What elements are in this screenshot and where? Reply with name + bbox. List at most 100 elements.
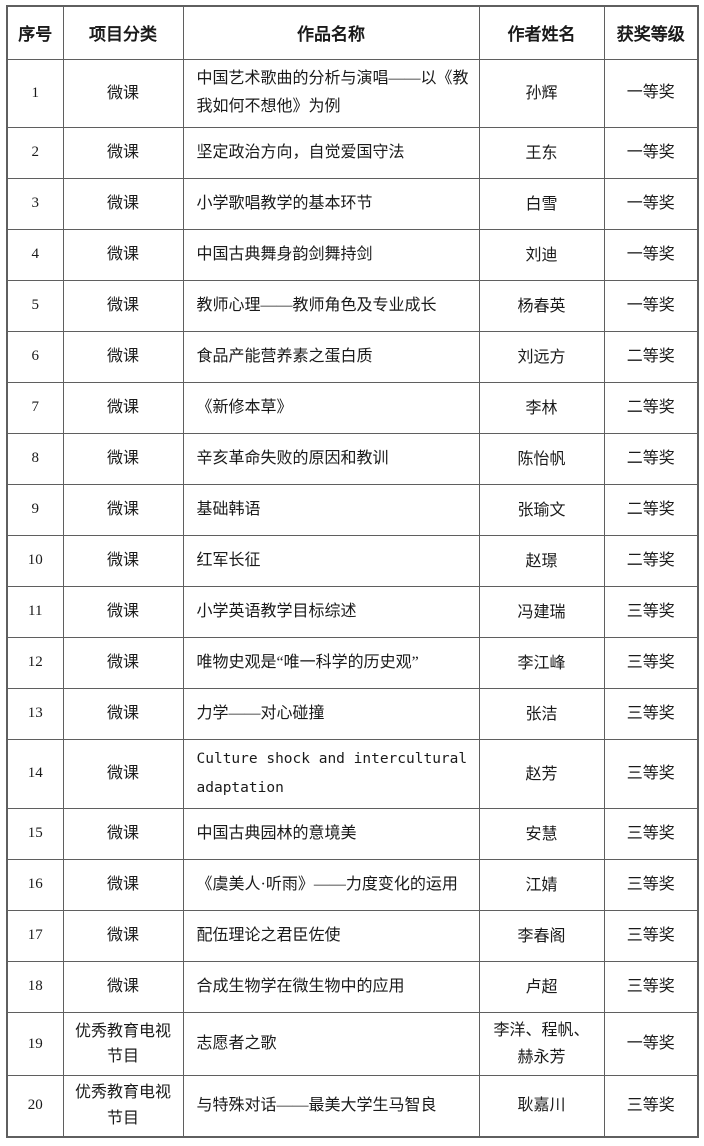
- header-cell-3: 作者姓名: [478, 5, 605, 60]
- cell-author: 耿嘉川: [478, 1075, 605, 1138]
- cell-title: 教师心理——教师角色及专业成长: [182, 280, 480, 333]
- table-body: 1 微课 中国艺术歌曲的分析与演唱——以《教我如何不想他》为例 孙辉 一等奖 2 微课 坚定政…: [6, 58, 699, 1138]
- cell-title: 坚定政治方向，自觉爱国守法: [182, 127, 480, 180]
- table-row: 18 微课 合成生物学在微生物中的应用 卢超 三等奖: [6, 961, 699, 1014]
- cell-award: 一等奖: [603, 280, 699, 333]
- table-header-row: 序号 项目分类 作品名称 作者姓名 获奖等级: [6, 5, 699, 60]
- cell-index: 1: [6, 58, 64, 129]
- cell-title: 辛亥革命失败的原因和教训: [182, 433, 480, 486]
- header-cell-0: 序号: [6, 5, 64, 60]
- cell-category: 微课: [62, 586, 184, 639]
- table-row: 11 微课 小学英语教学目标综述 冯建瑞 三等奖: [6, 586, 699, 639]
- table-row: 19 优秀教育电视节目 志愿者之歌 李洋、程帆、赫永芳 一等奖: [6, 1012, 699, 1077]
- cell-index: 2: [6, 127, 64, 180]
- cell-category: 微课: [62, 127, 184, 180]
- cell-title: 与特殊对话——最美大学生马智良: [182, 1075, 480, 1138]
- cell-category: 微课: [62, 58, 184, 129]
- cell-category: 微课: [62, 484, 184, 537]
- cell-title: 红军长征: [182, 535, 480, 588]
- cell-title: 小学歌唱教学的基本环节: [182, 178, 480, 231]
- cell-category: 微课: [62, 808, 184, 861]
- cell-author: 王东: [478, 127, 605, 180]
- cell-category: 微课: [62, 382, 184, 435]
- cell-title: 配伍理论之君臣佐使: [182, 910, 480, 963]
- cell-index: 16: [6, 859, 64, 912]
- cell-category: 微课: [62, 961, 184, 1014]
- cell-award: 二等奖: [603, 535, 699, 588]
- cell-index: 8: [6, 433, 64, 486]
- header-cell-4: 获奖等级: [603, 5, 699, 60]
- cell-author: 刘迪: [478, 229, 605, 282]
- cell-author: 江婧: [478, 859, 605, 912]
- table-row: 7 微课 《新修本草》 李林 二等奖: [6, 382, 699, 435]
- header-cell-2: 作品名称: [182, 5, 480, 60]
- table-row: 8 微课 辛亥革命失败的原因和教训 陈怡帆 二等奖: [6, 433, 699, 486]
- table-row: 16 微课 《虞美人·听雨》——力度变化的运用 江婧 三等奖: [6, 859, 699, 912]
- cell-award: 二等奖: [603, 382, 699, 435]
- cell-award: 一等奖: [603, 229, 699, 282]
- cell-title: 《虞美人·听雨》——力度变化的运用: [182, 859, 480, 912]
- cell-author: 杨春英: [478, 280, 605, 333]
- cell-award: 一等奖: [603, 1012, 699, 1077]
- cell-author: 李春阁: [478, 910, 605, 963]
- cell-author: 孙辉: [478, 58, 605, 129]
- cell-index: 20: [6, 1075, 64, 1138]
- cell-award: 三等奖: [603, 1075, 699, 1138]
- cell-index: 10: [6, 535, 64, 588]
- cell-author: 张洁: [478, 688, 605, 741]
- cell-index: 9: [6, 484, 64, 537]
- cell-award: 一等奖: [603, 58, 699, 129]
- cell-title: 力学——对心碰撞: [182, 688, 480, 741]
- cell-award: 三等奖: [603, 910, 699, 963]
- cell-category: 微课: [62, 859, 184, 912]
- cell-index: 6: [6, 331, 64, 384]
- cell-title: 志愿者之歌: [182, 1012, 480, 1077]
- cell-title: 食品产能营养素之蛋白质: [182, 331, 480, 384]
- table-row: 13 微课 力学——对心碰撞 张洁 三等奖: [6, 688, 699, 741]
- cell-award: 三等奖: [603, 739, 699, 810]
- cell-index: 7: [6, 382, 64, 435]
- cell-category: 微课: [62, 910, 184, 963]
- cell-award: 三等奖: [603, 688, 699, 741]
- cell-category: 微课: [62, 229, 184, 282]
- cell-award: 三等奖: [603, 586, 699, 639]
- cell-category: 微课: [62, 331, 184, 384]
- cell-award: 一等奖: [603, 178, 699, 231]
- cell-index: 19: [6, 1012, 64, 1077]
- cell-author: 李洋、程帆、赫永芳: [478, 1012, 605, 1077]
- cell-award: 二等奖: [603, 331, 699, 384]
- cell-author: 刘远方: [478, 331, 605, 384]
- cell-title: 小学英语教学目标综述: [182, 586, 480, 639]
- cell-category: 优秀教育电视节目: [62, 1075, 184, 1138]
- cell-index: 13: [6, 688, 64, 741]
- cell-category: 微课: [62, 535, 184, 588]
- cell-award: 二等奖: [603, 484, 699, 537]
- cell-index: 14: [6, 739, 64, 810]
- table-row: 12 微课 唯物史观是“唯一科学的历史观” 李江峰 三等奖: [6, 637, 699, 690]
- table-row: 6 微课 食品产能营养素之蛋白质 刘远方 二等奖: [6, 331, 699, 384]
- table-row: 4 微课 中国古典舞身韵剑舞持剑 刘迪 一等奖: [6, 229, 699, 282]
- table-row: 10 微课 红军长征 赵璟 二等奖: [6, 535, 699, 588]
- table-row: 1 微课 中国艺术歌曲的分析与演唱——以《教我如何不想他》为例 孙辉 一等奖: [6, 58, 699, 129]
- cell-index: 12: [6, 637, 64, 690]
- table-row: 2 微课 坚定政治方向，自觉爱国守法 王东 一等奖: [6, 127, 699, 180]
- cell-award: 一等奖: [603, 127, 699, 180]
- cell-award: 三等奖: [603, 859, 699, 912]
- cell-category: 微课: [62, 739, 184, 810]
- cell-award: 三等奖: [603, 808, 699, 861]
- cell-title: 《新修本草》: [182, 382, 480, 435]
- cell-title: 中国艺术歌曲的分析与演唱——以《教我如何不想他》为例: [182, 58, 480, 129]
- cell-award: 二等奖: [603, 433, 699, 486]
- award-table: 序号 项目分类 作品名称 作者姓名 获奖等级 1 微课 中国艺术歌曲的分析与演唱——以《教我…: [6, 5, 699, 1138]
- cell-index: 5: [6, 280, 64, 333]
- cell-index: 18: [6, 961, 64, 1014]
- cell-category: 微课: [62, 178, 184, 231]
- cell-index: 17: [6, 910, 64, 963]
- cell-index: 3: [6, 178, 64, 231]
- cell-title: 合成生物学在微生物中的应用: [182, 961, 480, 1014]
- cell-author: 冯建瑞: [478, 586, 605, 639]
- table-row: 5 微课 教师心理——教师角色及专业成长 杨春英 一等奖: [6, 280, 699, 333]
- table-row: 3 微课 小学歌唱教学的基本环节 白雪 一等奖: [6, 178, 699, 231]
- cell-title: 中国古典舞身韵剑舞持剑: [182, 229, 480, 282]
- cell-author: 安慧: [478, 808, 605, 861]
